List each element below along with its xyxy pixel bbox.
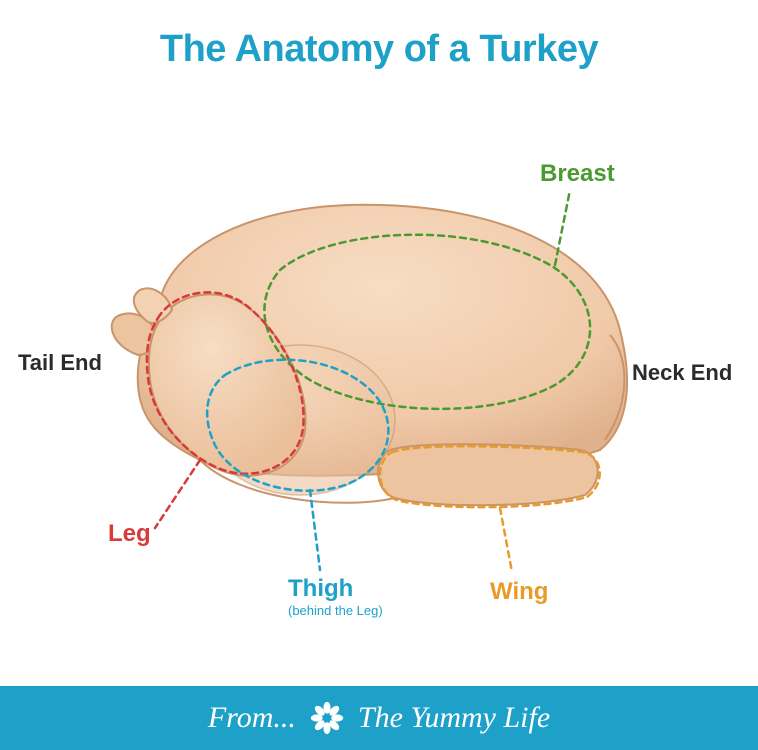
flower-icon bbox=[310, 701, 344, 735]
label-thigh-main: Thigh bbox=[288, 575, 353, 602]
label-breast: Breast bbox=[540, 160, 615, 188]
footer-bar: From... The Yummy Life bbox=[0, 686, 758, 750]
leader-wing bbox=[500, 508, 512, 572]
label-thigh: Thigh (behind the Leg) bbox=[288, 575, 383, 618]
label-wing: Wing bbox=[490, 578, 548, 606]
turkey-diagram: Tail End Neck End Breast Leg Wing Thigh … bbox=[0, 120, 758, 640]
label-neck-end: Neck End bbox=[632, 360, 732, 386]
footer-brand: The Yummy Life bbox=[358, 701, 550, 735]
page-title: The Anatomy of a Turkey bbox=[0, 0, 758, 71]
label-tail-end: Tail End bbox=[18, 350, 102, 376]
footer-from: From... bbox=[208, 701, 296, 735]
turkey-wing bbox=[378, 444, 598, 505]
label-leg: Leg bbox=[108, 520, 151, 548]
label-thigh-sub: (behind the Leg) bbox=[288, 603, 383, 618]
leader-leg bbox=[155, 460, 200, 528]
